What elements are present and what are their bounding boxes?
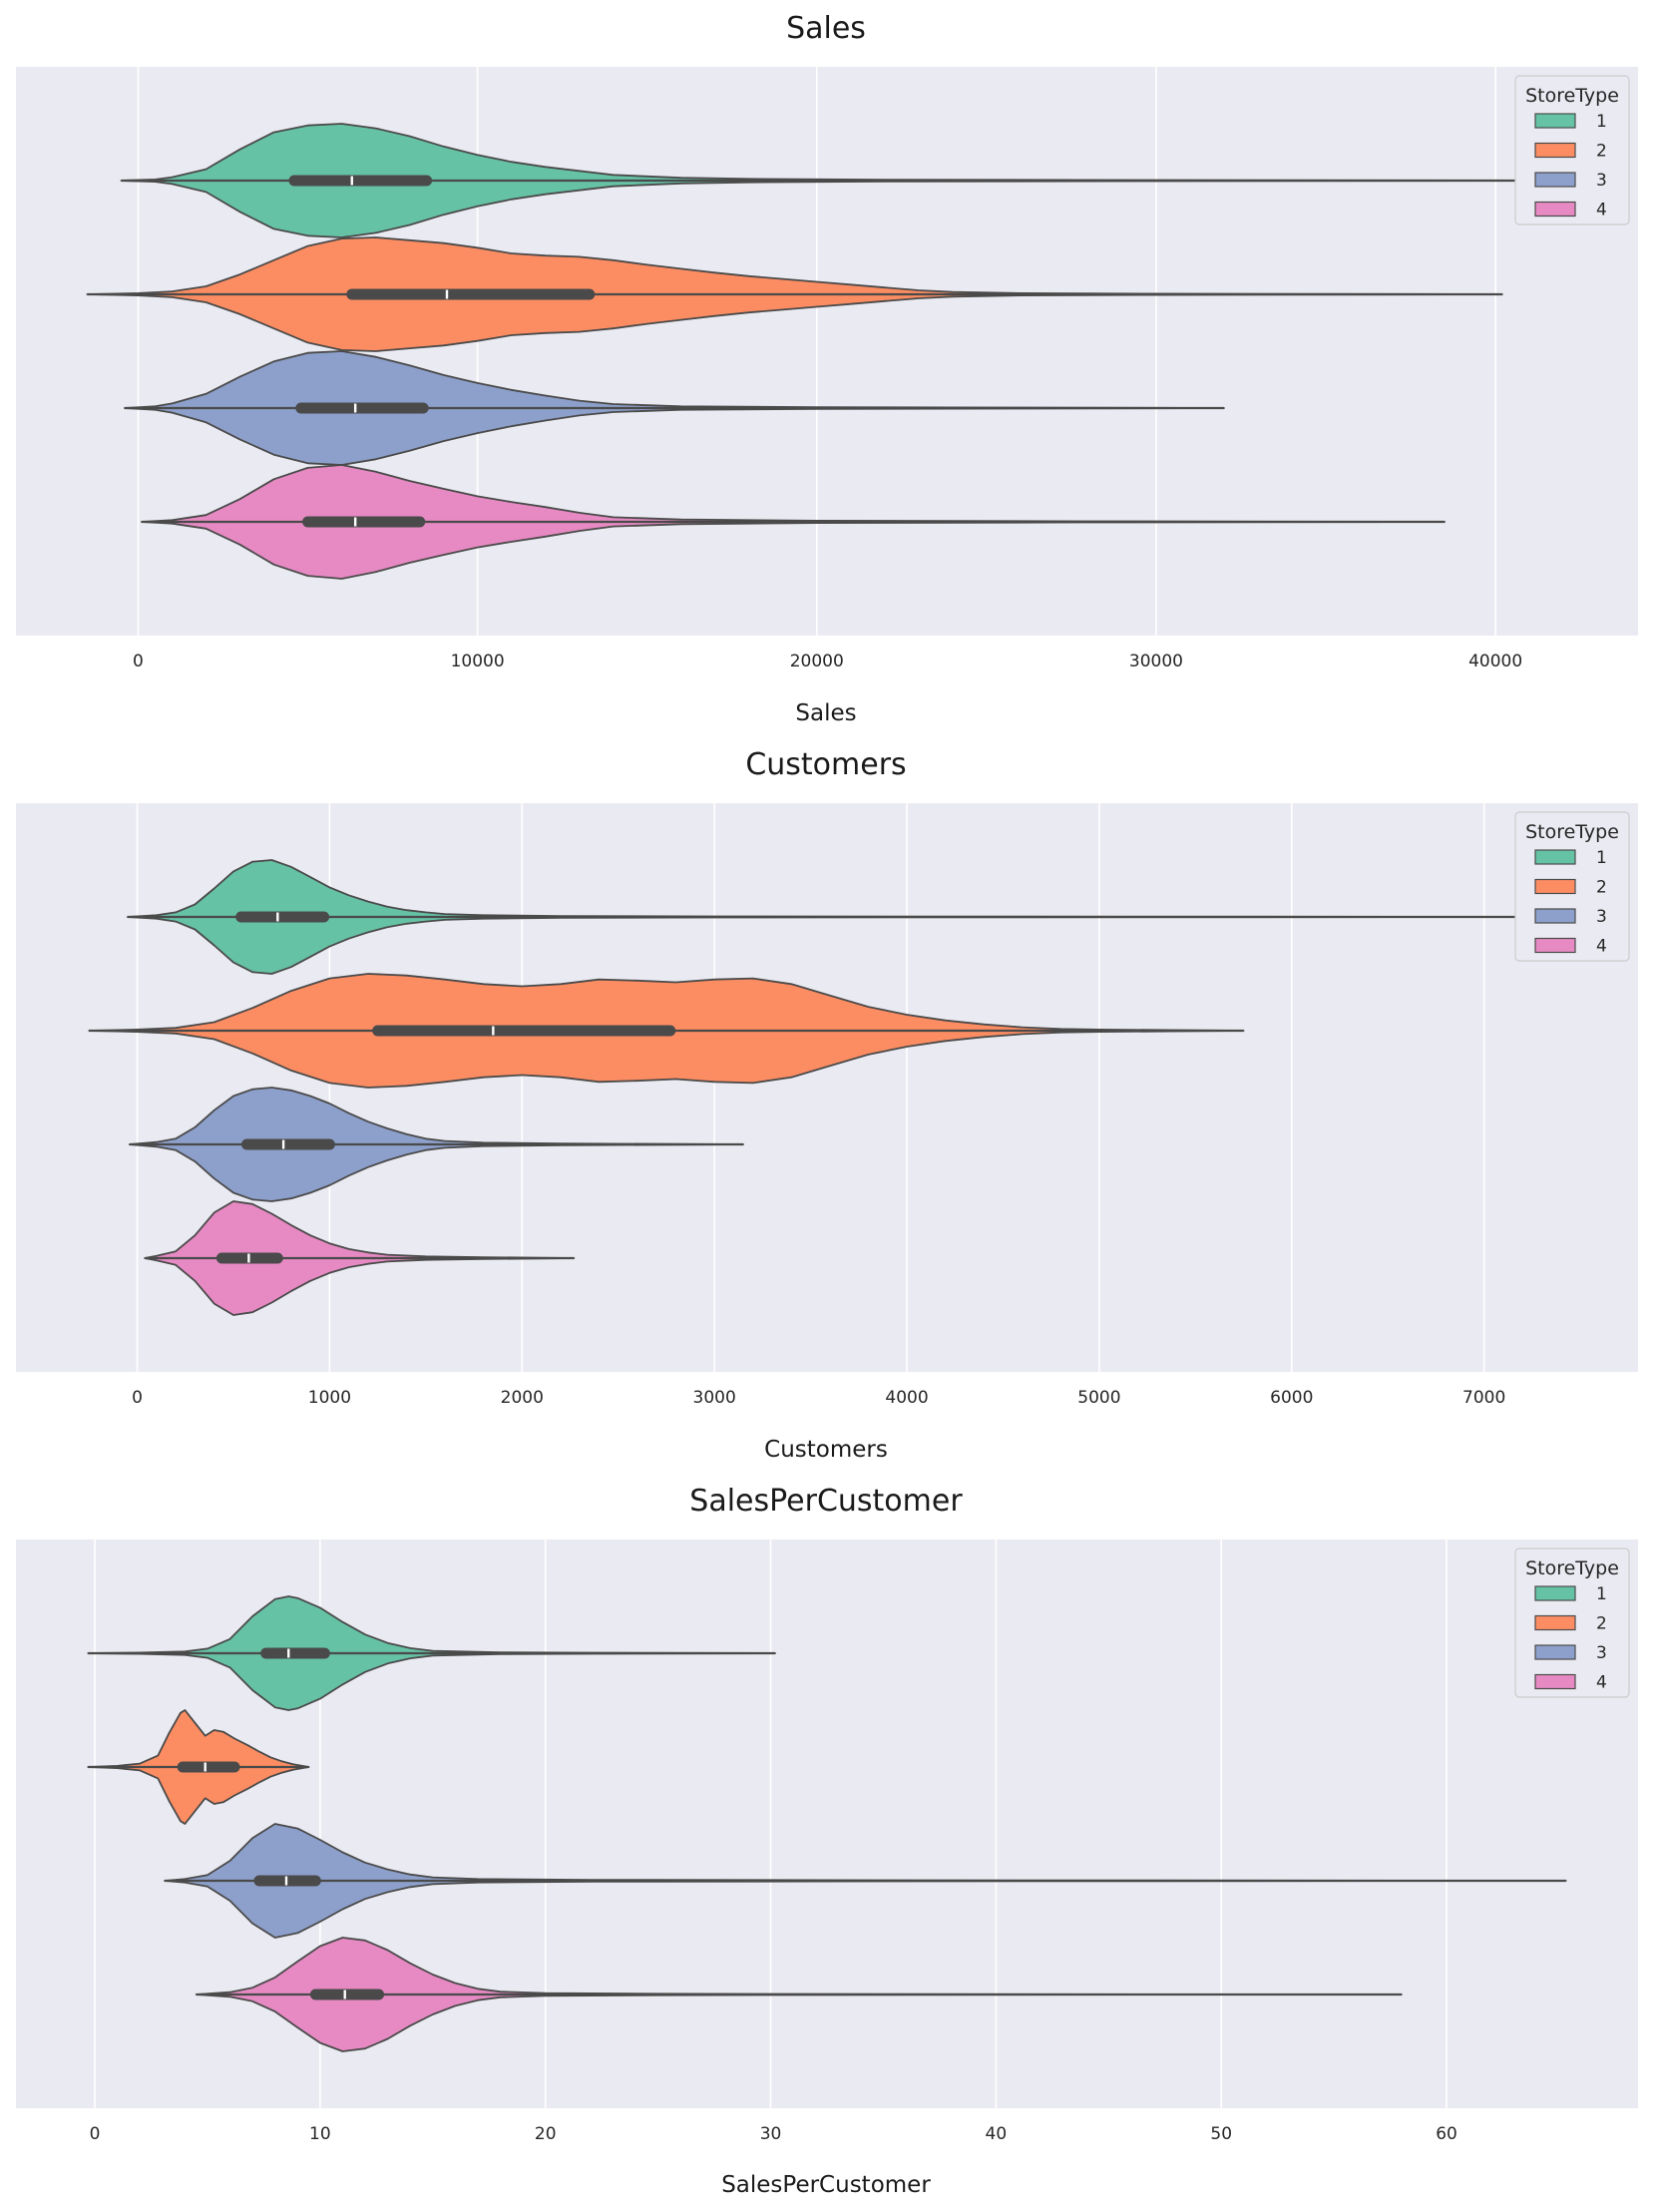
x-tick-label: 4000 xyxy=(885,1388,928,1408)
x-tick-label: 5000 xyxy=(1077,1388,1120,1408)
legend-label-1: 1 xyxy=(1596,112,1607,132)
panel-2: Customers 0 1000 2000 3000 4000 5000 6000 7000 Cu… xyxy=(16,747,1638,1463)
violin-storetype-2 xyxy=(87,1709,310,1825)
panel-3: SalesPerCustomer 0 10 20 30 40 50 60 SalesPerCus… xyxy=(16,1484,1638,2198)
violin-storetype-4 xyxy=(195,1937,1403,2052)
legend-swatch-4 xyxy=(1534,937,1576,954)
legend-swatch-3 xyxy=(1534,1644,1576,1660)
x-tick-label: 3000 xyxy=(693,1388,736,1408)
x-tick-label: 30 xyxy=(760,2124,782,2144)
x-tick-label: 50 xyxy=(1210,2124,1232,2144)
legend: StoreType 1 2 3 4 xyxy=(1514,75,1630,225)
legend-label-3: 3 xyxy=(1596,907,1607,927)
legend-label-1: 1 xyxy=(1596,1584,1607,1604)
x-axis-label: Customers xyxy=(764,1437,888,1463)
x-tick-label: 10000 xyxy=(451,652,505,671)
x-axis-label: Sales xyxy=(795,700,856,726)
x-tick-label: 7000 xyxy=(1462,1388,1505,1408)
legend-swatch-4 xyxy=(1534,201,1576,218)
legend-label-4: 4 xyxy=(1596,201,1607,221)
panel-title: Sales xyxy=(786,11,866,46)
x-tick-label: 1000 xyxy=(308,1388,351,1408)
legend-label-4: 4 xyxy=(1596,937,1607,957)
violin-storetype-3 xyxy=(124,350,1225,466)
x-tick-label: 0 xyxy=(90,2124,101,2144)
violin-storetype-2 xyxy=(88,973,1245,1089)
legend-swatch-2 xyxy=(1534,142,1576,159)
legend: StoreType 1 2 3 4 xyxy=(1514,811,1630,962)
violin-storetype-1 xyxy=(127,859,1620,975)
x-tick-label: 30000 xyxy=(1129,652,1183,671)
x-axis-label: SalesPerCustomer xyxy=(721,2172,931,2198)
legend-label-2: 2 xyxy=(1596,142,1607,162)
legend-label-2: 2 xyxy=(1596,878,1607,898)
legend-title: StoreType xyxy=(1525,1557,1619,1579)
legend-swatch-3 xyxy=(1534,908,1576,924)
legend-swatch-2 xyxy=(1534,1614,1576,1631)
legend-swatch-3 xyxy=(1534,172,1576,188)
legend-label-3: 3 xyxy=(1596,1643,1607,1663)
legend-swatch-1 xyxy=(1534,849,1576,865)
legend-swatch-1 xyxy=(1534,1585,1576,1601)
violin-storetype-3 xyxy=(164,1823,1567,1939)
x-tick-label: 0 xyxy=(132,1388,143,1408)
x-tick-label: 0 xyxy=(133,652,144,671)
x-tick-label: 20000 xyxy=(790,652,844,671)
x-tick-label: 6000 xyxy=(1270,1388,1313,1408)
legend: StoreType 1 2 3 4 xyxy=(1514,1548,1630,1698)
x-tick-label: 10 xyxy=(309,2124,331,2144)
violin-storetype-4 xyxy=(144,1200,576,1316)
x-tick-label: 60 xyxy=(1436,2124,1457,2144)
legend-title: StoreType xyxy=(1525,85,1619,107)
x-tick-label: 40 xyxy=(986,2124,1008,2144)
legend-title: StoreType xyxy=(1525,821,1619,843)
x-tick-label: 40000 xyxy=(1468,652,1522,671)
x-tick-label: 2000 xyxy=(501,1388,544,1408)
legend-label-1: 1 xyxy=(1596,848,1607,868)
violin-storetype-4 xyxy=(141,464,1446,580)
legend-label-4: 4 xyxy=(1596,1673,1607,1693)
violin-storetype-2 xyxy=(86,236,1503,352)
panel-1: Sales 0 10000 20000 30000 40000 Sales StoreType… xyxy=(16,11,1638,726)
legend-label-2: 2 xyxy=(1596,1614,1607,1634)
panel-title: Customers xyxy=(745,747,906,782)
legend-swatch-4 xyxy=(1534,1673,1576,1690)
violin-storetype-3 xyxy=(128,1087,744,1202)
legend-label-3: 3 xyxy=(1596,171,1607,191)
x-tick-label: 20 xyxy=(535,2124,557,2144)
legend-swatch-1 xyxy=(1534,113,1576,129)
legend-swatch-2 xyxy=(1534,878,1576,895)
panel-title: SalesPerCustomer xyxy=(689,1484,963,1519)
violin-storetype-1 xyxy=(87,1595,776,1711)
